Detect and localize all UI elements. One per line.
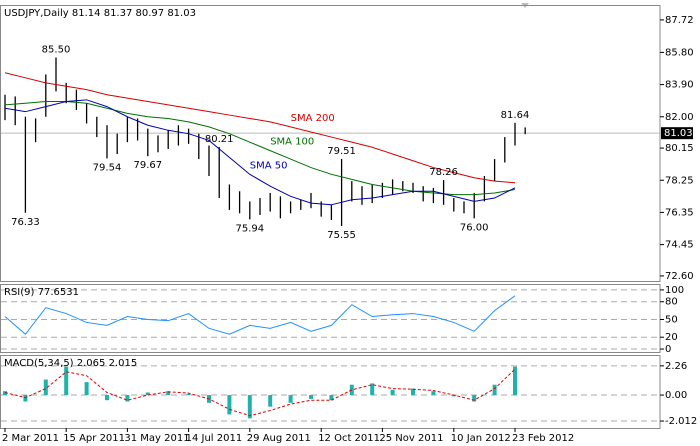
price-annotation: 75.55: [327, 230, 356, 241]
series-label: SMA 200: [291, 113, 335, 124]
x-tick-label: 14 Jul 2011: [186, 433, 243, 444]
signal-line: [4, 368, 516, 417]
y-tick-label: 0.00: [665, 390, 687, 401]
price-annotation: 76.00: [460, 222, 489, 233]
y-tick-label: 72.60: [665, 271, 694, 282]
panel-frame: [0, 355, 661, 429]
macd-bar: [411, 388, 415, 396]
macd-bar: [390, 389, 395, 396]
rsi-line: [4, 295, 516, 335]
price-annotation: 79.51: [327, 146, 356, 157]
price-annotation: 81.64: [501, 110, 530, 121]
moving-average: [4, 101, 516, 196]
macd-bar: [329, 395, 334, 401]
macd-bar: [125, 395, 130, 402]
y-tick-label: -2.012: [665, 416, 697, 427]
y-tick-label: 20: [665, 332, 678, 343]
macd-bar: [64, 366, 69, 396]
x-tick-label: 29 Aug 2011: [247, 433, 311, 444]
y-tick-label: 74.45: [665, 240, 694, 251]
price-annotation: 78.26: [429, 167, 458, 178]
macd-bar: [513, 366, 517, 396]
panel-frame: [0, 5, 661, 282]
moving-average: [4, 99, 516, 206]
macd-bar: [431, 391, 436, 396]
price-annotation: 79.54: [93, 162, 122, 173]
y-tick-label: 80.15: [665, 143, 694, 154]
x-tick-label: 15 Apr 2011: [63, 433, 125, 444]
macd-bar: [472, 395, 477, 402]
moving-average: [4, 72, 516, 184]
macd-bar: [166, 391, 171, 396]
x-tick-label: 25 Nov 2011: [379, 433, 443, 444]
panel-title: RSI(9) 77.6531: [4, 287, 79, 298]
y-tick-label: 85.80: [665, 47, 694, 58]
last-price-label: 81.03: [664, 128, 693, 139]
series-label: SMA 50: [250, 160, 288, 171]
price-annotation: 75.94: [235, 223, 264, 234]
y-tick-label: 83.90: [665, 80, 694, 91]
macd-bar: [268, 395, 273, 407]
price-annotation: 76.33: [11, 217, 40, 228]
macd-bar: [370, 383, 375, 396]
x-tick-label: 12 Oct 2011: [318, 433, 380, 444]
macd-bar: [451, 395, 456, 397]
y-tick-label: 100: [665, 285, 684, 296]
macd-bar: [43, 379, 48, 396]
y-tick-label: 78.25: [665, 175, 694, 186]
x-tick-label: 2 Mar 2011: [2, 433, 59, 444]
y-tick-label: 82.00: [665, 112, 694, 123]
macd-bar: [3, 391, 7, 396]
x-tick-label: 23 Feb 2012: [512, 433, 574, 444]
macd-bar: [186, 393, 191, 396]
series-label: SMA 100: [270, 137, 314, 148]
macd-bar: [309, 395, 313, 399]
y-tick-label: 0: [665, 344, 671, 355]
y-tick-label: 2.26: [665, 361, 687, 372]
macd-bar: [227, 395, 232, 415]
x-tick-label: 31 May 2011: [124, 433, 189, 444]
panel-title: USDJPY,Daily 81.14 81.37 80.97 81.03: [4, 8, 196, 19]
panel-title: MACD(5,34,5) 2.065 2.015: [4, 358, 137, 369]
macd-bar: [23, 395, 28, 402]
price-annotation: 85.50: [42, 44, 71, 55]
macd-bar: [492, 384, 497, 396]
price-annotation: 80.21: [205, 134, 234, 145]
price-annotation: 79.67: [133, 160, 162, 171]
macd-bar: [145, 392, 150, 396]
y-tick-label: 87.72: [665, 15, 694, 26]
last-price-box: [661, 127, 693, 140]
y-tick-label: 50: [665, 314, 678, 325]
macd-bar: [105, 395, 109, 401]
macd-bar: [84, 382, 89, 396]
x-tick-label: 10 Jan 2012: [451, 433, 511, 444]
macd-bar: [247, 395, 252, 419]
y-tick-label: 76.35: [665, 207, 694, 218]
y-tick-label: 80: [665, 297, 678, 308]
panel-frame: [0, 284, 661, 353]
macd-bar: [288, 395, 293, 403]
